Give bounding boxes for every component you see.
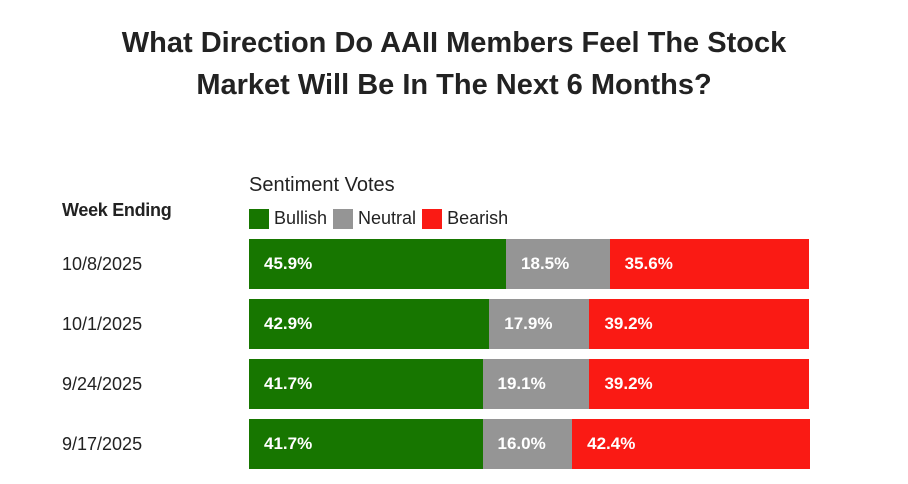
bar-row-9-24-2025: 41.7% 19.1% 39.2% — [249, 359, 809, 409]
legend-title: Sentiment Votes — [249, 174, 395, 196]
legend-label-bearish: Bearish — [447, 208, 509, 228]
legend-label-neutral: Neutral — [358, 208, 417, 228]
data-label-neutral-9-17-2025: 16.0% — [497, 434, 546, 453]
bar-neutral-10-1-2025: 17.9% — [489, 299, 590, 349]
row-label-10-1-2025: 10/1/2025 — [62, 314, 143, 334]
data-label-bullish-9-24-2025: 41.7% — [264, 374, 313, 393]
data-label-bullish-10-8-2025: 45.9% — [264, 254, 313, 273]
bar-bullish-9-17-2025: 41.7% — [249, 419, 483, 469]
bar-row-10-1-2025: 42.9% 17.9% 39.2% — [249, 299, 809, 349]
legend-swatch-bullish — [249, 208, 269, 229]
legend-swatch-bearish — [422, 208, 443, 229]
bar-bearish-10-8-2025: 35.6% — [609, 239, 809, 289]
legend: Bullish Neutral Bearish — [249, 208, 514, 229]
chart-title: What Direction Do AAII Members Feel The … — [0, 22, 908, 106]
legend-swatch-neutral — [333, 208, 354, 229]
data-label-neutral-10-1-2025: 17.9% — [504, 314, 553, 333]
legend-item-bullish: Bullish — [249, 208, 327, 229]
data-label-bullish-10-1-2025: 42.9% — [264, 314, 313, 333]
bar-bullish-10-8-2025: 45.9% — [249, 239, 507, 289]
legend-item-neutral: Neutral — [333, 208, 416, 229]
data-label-neutral-9-24-2025: 19.1% — [497, 374, 546, 393]
data-label-bearish-9-24-2025: 39.2% — [604, 374, 653, 393]
bar-neutral-9-17-2025: 16.0% — [482, 419, 573, 469]
legend-label-bullish: Bullish — [274, 208, 328, 228]
bar-row-9-17-2025: 41.7% 16.0% 42.4% — [249, 419, 810, 469]
bar-bullish-10-1-2025: 42.9% — [249, 299, 490, 349]
data-label-bearish-10-8-2025: 35.6% — [624, 254, 673, 273]
bar-neutral-10-8-2025: 18.5% — [506, 239, 610, 289]
data-label-bearish-10-1-2025: 39.2% — [604, 314, 653, 333]
chart-title-line-2: Market Will Be In The Next 6 Months? — [196, 69, 712, 101]
bar-bearish-10-1-2025: 39.2% — [589, 299, 809, 349]
row-label-9-24-2025: 9/24/2025 — [62, 374, 143, 394]
bar-bearish-9-24-2025: 39.2% — [589, 359, 809, 409]
chart-title-line-1: What Direction Do AAII Members Feel The … — [121, 27, 787, 59]
row-label-9-17-2025: 9/17/2025 — [62, 434, 143, 454]
bar-bullish-9-24-2025: 41.7% — [249, 359, 483, 409]
data-label-bullish-9-17-2025: 41.7% — [264, 434, 313, 453]
bar-neutral-9-24-2025: 19.1% — [482, 359, 590, 409]
bar-bearish-9-17-2025: 42.4% — [572, 419, 810, 469]
data-label-neutral-10-8-2025: 18.5% — [521, 254, 570, 273]
data-label-bearish-9-17-2025: 42.4% — [587, 434, 636, 453]
week-ending-header: Week Ending — [62, 200, 172, 220]
bar-row-10-8-2025: 45.9% 18.5% 35.6% — [249, 239, 809, 289]
legend-item-bearish: Bearish — [422, 208, 508, 229]
row-label-10-8-2025: 10/8/2025 — [62, 254, 143, 274]
